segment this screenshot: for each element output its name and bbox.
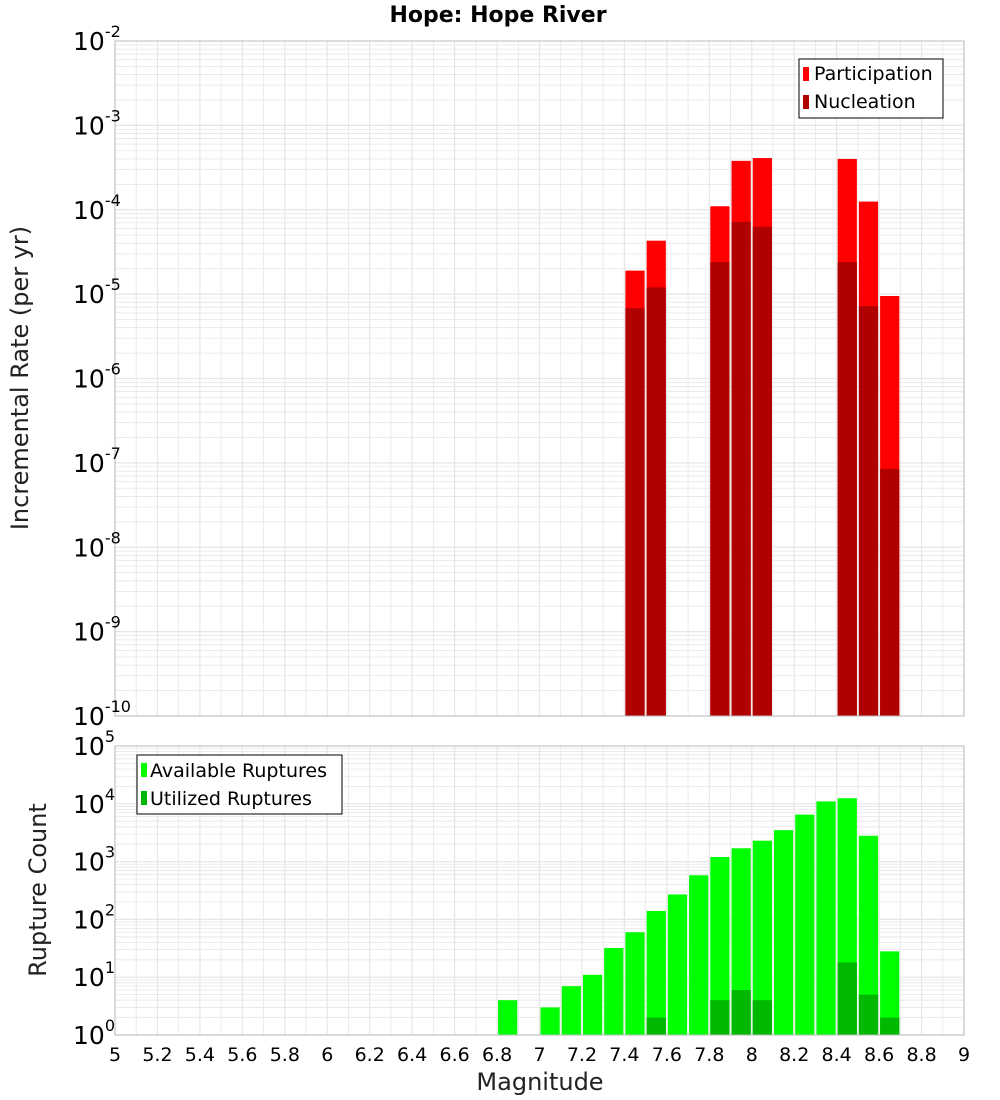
- x-tick-label: 7.4: [609, 1044, 639, 1066]
- available-bar: [752, 840, 772, 1035]
- magnitude-x-ticks: 5 5.2 5.4 5.6 5.8 6 6.2 6.4 6.6 6.8 7 7.2 7.4 7.6 7.8 8…: [109, 1044, 970, 1066]
- utilized-bar: [646, 1017, 666, 1035]
- y-tick-label: 10-5: [73, 275, 121, 309]
- rate-plot-frame: [114, 40, 965, 717]
- x-tick-label: 8: [746, 1044, 758, 1066]
- count-legend: Available Ruptures Utilized Ruptures: [136, 754, 343, 815]
- legend-swatch-utilized: [141, 791, 147, 805]
- utilized-bar: [880, 1017, 900, 1035]
- nucleation-bar: [752, 226, 772, 716]
- nucleation-bar: [858, 306, 879, 716]
- available-bar: [710, 857, 730, 1035]
- nucleation-bar: [625, 308, 645, 716]
- available-bar: [816, 801, 836, 1035]
- available-bar: [540, 1007, 560, 1035]
- available-bar: [561, 986, 581, 1035]
- nucleation-bar: [731, 221, 751, 716]
- legend-label-nucleation: Nucleation: [814, 91, 916, 113]
- available-bar: [625, 932, 645, 1035]
- y-tick-label: 10-3: [73, 106, 121, 140]
- y-tick-label: 101: [73, 958, 115, 992]
- x-axis-label: Magnitude: [476, 1068, 603, 1096]
- count-plot-frame: [114, 745, 965, 1036]
- count-y-ticks: 100 101 102 103 104 105: [73, 727, 115, 1050]
- y-tick-label: 102: [73, 900, 115, 934]
- y-tick-label: 10-7: [73, 444, 121, 478]
- y-tick-label: 10-6: [73, 360, 121, 394]
- x-tick-label: 6.8: [482, 1044, 512, 1066]
- x-tick-label: 5.6: [227, 1044, 257, 1066]
- y-tick-label: 103: [73, 843, 115, 877]
- available-bar: [880, 951, 900, 1035]
- x-tick-label: 5: [109, 1044, 121, 1066]
- available-bar: [667, 894, 688, 1035]
- legend-swatch-nucleation: [803, 95, 809, 109]
- x-tick-label: 5.4: [185, 1044, 215, 1066]
- y-tick-label: 10-4: [73, 191, 121, 225]
- rate-bars: [625, 158, 900, 717]
- y-tick-label: 105: [73, 727, 115, 761]
- utilized-bar: [858, 994, 879, 1035]
- x-tick-label: 5.8: [270, 1044, 300, 1066]
- count-y-axis-label: Rupture Count: [24, 803, 52, 977]
- rate-y-ticks: 10-10 10-9 10-8 10-7 10-6 10-5 10-4 10-3 10-2: [73, 22, 131, 731]
- y-tick-label: 100: [73, 1016, 115, 1050]
- legend-swatch-participation: [803, 67, 809, 81]
- available-bar: [773, 830, 794, 1035]
- x-tick-label: 7.6: [652, 1044, 682, 1066]
- available-bar: [498, 1000, 518, 1035]
- y-tick-label: 10-10: [73, 697, 131, 731]
- x-tick-label: 8.6: [864, 1044, 894, 1066]
- x-tick-label: 7.2: [567, 1044, 597, 1066]
- x-tick-label: 7: [533, 1044, 545, 1066]
- x-tick-label: 8.4: [822, 1044, 852, 1066]
- x-tick-label: 7.8: [694, 1044, 724, 1066]
- x-tick-label: 5.2: [142, 1044, 172, 1066]
- y-tick-label: 10-2: [73, 22, 121, 56]
- rate-panel: 10-10 10-9 10-8 10-7 10-6 10-5 10-4 10-3 10-2 In…: [6, 22, 965, 731]
- utilized-bar: [731, 990, 751, 1035]
- x-tick-label: 8.8: [906, 1044, 936, 1066]
- x-tick-label: 6: [321, 1044, 333, 1066]
- available-bar: [582, 974, 603, 1035]
- count-bars: [498, 798, 900, 1035]
- x-tick-label: 8.2: [779, 1044, 809, 1066]
- utilized-bar: [752, 1000, 772, 1035]
- available-bar: [689, 875, 709, 1035]
- x-tick-label: 6.6: [439, 1044, 469, 1066]
- available-bar: [604, 948, 624, 1035]
- nucleation-bar: [880, 468, 900, 716]
- rate-legend: Participation Nucleation: [798, 58, 944, 119]
- utilized-bar: [710, 1000, 730, 1035]
- x-tick-label: 6.2: [355, 1044, 385, 1066]
- legend-label-available: Available Ruptures: [150, 760, 327, 782]
- available-bar: [731, 848, 751, 1035]
- rate-y-axis-label: Incremental Rate (per yr): [6, 226, 34, 530]
- nucleation-bar: [646, 287, 666, 716]
- x-tick-label: 6.4: [397, 1044, 427, 1066]
- y-tick-label: 10-8: [73, 528, 121, 562]
- nucleation-bar: [710, 262, 730, 716]
- legend-label-participation: Participation: [814, 63, 933, 85]
- x-tick-label: 9: [958, 1044, 970, 1066]
- nucleation-bar: [837, 262, 857, 716]
- count-panel: 100 101 102 103 104 105 5 5.2 5.4 5.6 5.8 6 6.2 6.4 6…: [24, 727, 970, 1096]
- rate-grid: [114, 41, 965, 717]
- y-tick-label: 104: [73, 785, 115, 819]
- utilized-bar: [837, 962, 857, 1035]
- legend-label-utilized: Utilized Ruptures: [150, 788, 312, 810]
- available-bar: [646, 910, 666, 1035]
- available-bar: [858, 835, 879, 1035]
- available-bar: [795, 814, 815, 1035]
- legend-swatch-available: [141, 763, 147, 777]
- chart-title: Hope: Hope River: [389, 3, 606, 28]
- y-tick-label: 10-9: [73, 613, 121, 647]
